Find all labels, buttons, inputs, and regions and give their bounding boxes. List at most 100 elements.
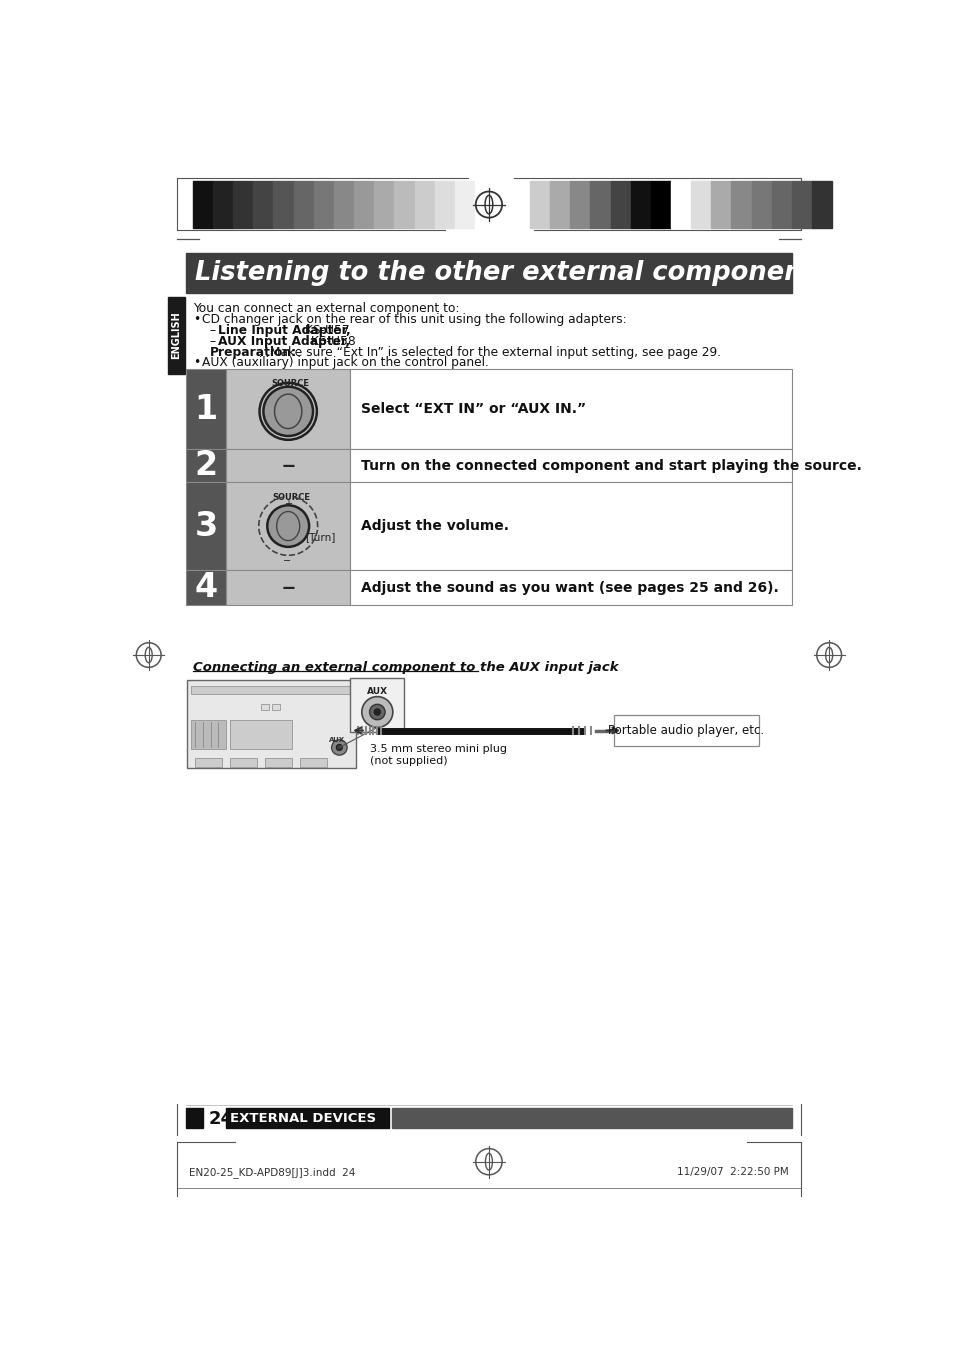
Text: 24: 24	[208, 1110, 233, 1128]
Bar	[731, 181, 751, 228]
Bar	[230, 758, 257, 767]
Bar	[226, 571, 350, 604]
Bar	[233, 181, 253, 228]
Bar	[314, 181, 334, 228]
Bar	[226, 449, 350, 481]
Bar	[650, 181, 670, 228]
Bar	[350, 449, 791, 481]
Bar	[350, 481, 791, 571]
Text: 11/29/07  2:22:50 PM: 11/29/07 2:22:50 PM	[677, 1168, 788, 1178]
Bar	[570, 181, 590, 228]
Text: Adjust the volume.: Adjust the volume.	[360, 519, 509, 533]
Bar	[186, 369, 226, 449]
Circle shape	[374, 708, 380, 715]
Bar	[272, 704, 279, 711]
Text: Make sure “Ext In” is selected for the external input setting, see page 29.: Make sure “Ext In” is selected for the e…	[266, 346, 720, 358]
Text: Listening to the other external components: Listening to the other external componen…	[195, 260, 829, 287]
Bar	[299, 758, 327, 767]
Bar	[455, 181, 475, 228]
Circle shape	[332, 740, 347, 756]
Text: Preparation:: Preparation:	[210, 346, 296, 358]
Bar	[530, 181, 550, 228]
Bar	[392, 1107, 791, 1128]
Bar	[274, 181, 294, 228]
Bar	[374, 181, 394, 228]
Bar	[435, 181, 455, 228]
Bar	[294, 181, 314, 228]
Bar	[226, 481, 350, 571]
Bar	[613, 715, 759, 746]
Text: EN20-25_KD-APD89[J]3.indd  24: EN20-25_KD-APD89[J]3.indd 24	[189, 1167, 355, 1178]
Bar	[630, 181, 650, 228]
Text: 2: 2	[194, 449, 217, 483]
Text: +: +	[284, 499, 292, 508]
Bar	[265, 758, 292, 767]
Bar	[475, 181, 495, 228]
Text: SOURCE: SOURCE	[271, 380, 309, 388]
Bar	[771, 181, 791, 228]
Bar	[354, 181, 374, 228]
Text: 3.5 mm stereo mini plug
(not supplied): 3.5 mm stereo mini plug (not supplied)	[369, 745, 506, 767]
Bar	[711, 181, 731, 228]
Text: Line Input Adapter,: Line Input Adapter,	[217, 324, 350, 337]
Bar	[186, 1107, 203, 1128]
Bar	[394, 181, 415, 228]
Circle shape	[369, 704, 385, 719]
Circle shape	[361, 696, 393, 727]
Bar	[751, 181, 771, 228]
Bar	[193, 181, 213, 228]
Text: 4: 4	[194, 571, 217, 604]
Bar	[186, 253, 791, 293]
Bar	[350, 679, 404, 731]
Text: Select “EXT IN” or “AUX IN.”: Select “EXT IN” or “AUX IN.”	[360, 402, 585, 416]
Text: •: •	[193, 314, 200, 326]
Bar	[168, 297, 185, 375]
Bar	[192, 719, 226, 749]
Bar	[610, 181, 630, 228]
Text: –: –	[281, 573, 294, 602]
Bar	[261, 704, 269, 711]
Text: Portable audio player, etc.: Portable audio player, etc.	[608, 725, 763, 737]
Bar	[791, 181, 811, 228]
Text: EXTERNAL DEVICES: EXTERNAL DEVICES	[230, 1113, 375, 1125]
Text: –: –	[281, 452, 294, 480]
Text: •: •	[193, 357, 200, 369]
Bar	[187, 680, 356, 768]
Text: –: –	[210, 335, 220, 347]
Bar	[226, 1107, 389, 1128]
Text: Adjust the sound as you want (see pages 25 and 26).: Adjust the sound as you want (see pages …	[360, 580, 778, 595]
Bar	[590, 181, 610, 228]
Text: –: –	[210, 324, 220, 337]
Text: CD changer jack on the rear of this unit using the following adapters:: CD changer jack on the rear of this unit…	[202, 314, 626, 326]
Bar	[670, 181, 691, 228]
Bar	[415, 181, 435, 228]
Bar	[230, 719, 292, 749]
Bar	[213, 181, 233, 228]
Text: 1: 1	[194, 392, 217, 426]
Text: KS-U57: KS-U57	[301, 324, 350, 337]
Text: KS-U58: KS-U58	[307, 335, 355, 347]
Bar	[350, 571, 791, 604]
Text: AUX: AUX	[366, 687, 388, 696]
Text: AUX (auxiliary) input jack on the control panel.: AUX (auxiliary) input jack on the contro…	[202, 357, 489, 369]
Circle shape	[335, 745, 342, 750]
Bar	[226, 369, 350, 449]
Bar	[334, 181, 354, 228]
Bar	[192, 685, 353, 694]
Text: ENGLISH: ENGLISH	[172, 311, 181, 360]
Bar	[811, 181, 831, 228]
Text: AUX Input Adapter,: AUX Input Adapter,	[217, 335, 350, 347]
Text: Connecting an external component to the AUX input jack: Connecting an external component to the …	[193, 661, 618, 675]
Text: Turn on the connected component and start playing the source.: Turn on the connected component and star…	[360, 458, 861, 473]
Bar	[186, 571, 226, 604]
Text: AUX: AUX	[329, 737, 345, 744]
Text: You can connect an external component to:: You can connect an external component to…	[193, 303, 459, 315]
Circle shape	[267, 506, 309, 546]
Bar	[186, 449, 226, 481]
Circle shape	[263, 387, 313, 435]
Bar	[550, 181, 570, 228]
Text: 3: 3	[194, 510, 217, 542]
Text: −: −	[282, 557, 291, 566]
Bar	[350, 369, 791, 449]
Bar	[195, 758, 222, 767]
